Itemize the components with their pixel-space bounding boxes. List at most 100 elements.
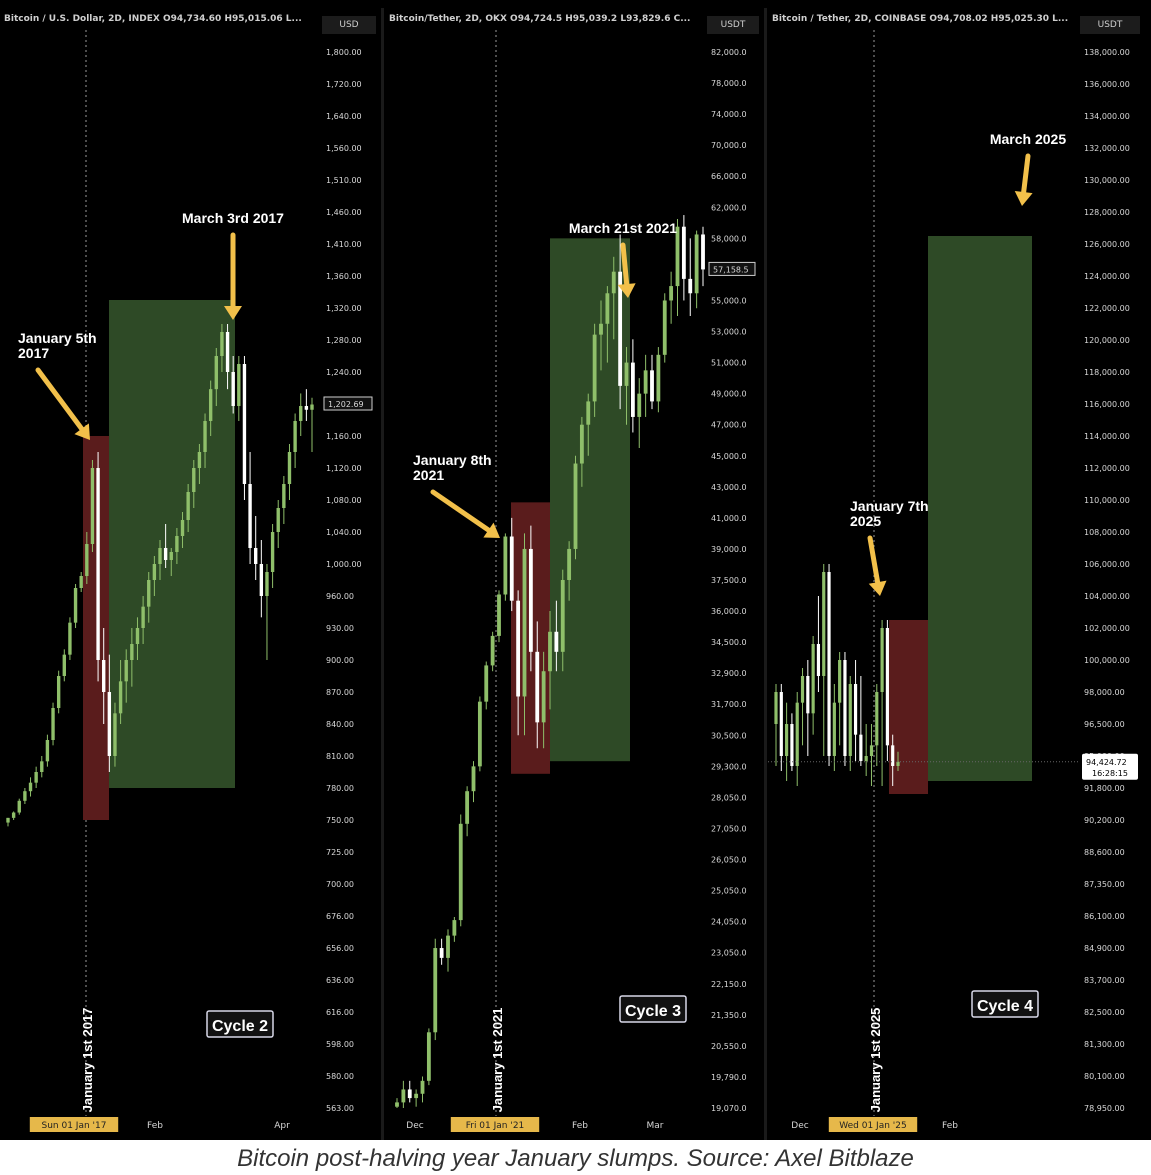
y-tick-label: 120,000.00 [1084,336,1130,345]
candle-body [254,548,258,564]
y-tick-label: 32,900.0 [711,669,747,678]
candle-body [694,234,699,294]
january-1st-label: January 1st 2025 [868,1008,883,1113]
y-tick-label: 108,000.00 [1084,528,1130,537]
y-tick-label: 96,500.00 [1084,720,1125,729]
candle-body [270,532,275,572]
cycle-label-box [619,995,687,1023]
figure-caption: Bitcoin post-halving year January slumps… [237,1145,914,1172]
y-tick-label: 87,350.00 [1084,880,1125,889]
candle-body [124,660,128,682]
y-tick-label: 78,950.00 [1084,1104,1125,1113]
candle-body [225,332,230,372]
y-tick-label: 36,000.0 [711,607,747,616]
candle-body [282,484,286,508]
y-tick-label: 27,050.0 [711,824,747,833]
y-tick-label: 1,280.00 [326,336,362,345]
y-tick-label: 41,000.0 [711,514,747,523]
candle-body [586,401,591,425]
candle-body [299,406,303,422]
y-tick-label: 26,050.0 [711,856,747,865]
y-tick-label: 78,000.0 [711,79,747,88]
y-tick-label: 80,100.00 [1084,1072,1125,1081]
candle-body [237,364,241,407]
candle-body [220,332,224,356]
candle-body [169,552,173,560]
figure: Bitcoin / U.S. Dollar, 2D, INDEX O94,734… [0,0,1151,1140]
last-price-label: 57,158.5 [713,265,749,274]
candle-body [102,660,106,692]
y-tick-label: 58,000.0 [711,234,747,243]
candle-body [822,572,826,676]
y-tick-label: 19,790.0 [711,1073,747,1082]
candle-body [56,676,61,708]
y-tick-label: 30,500.0 [711,731,747,740]
candle-body [395,1102,399,1107]
candle-body [135,628,140,644]
candle-body [880,628,884,692]
candle-body [567,548,572,580]
candle-body [843,660,847,756]
cycle-label-box [971,990,1039,1018]
y-tick-label: 1,360.00 [326,272,362,281]
y-tick-label: 114,000.00 [1084,432,1130,441]
x-date-badge [828,1117,918,1132]
last-price-label: 94,424.72 [1086,758,1127,767]
candle-body [827,572,831,756]
january-1st-label: January 1st 2017 [80,1008,95,1113]
y-tick-label: 43,000.0 [711,483,747,492]
cycle-label: Cycle 4 [977,998,1033,1015]
candle-body [113,713,117,756]
candle-body [832,702,836,756]
candle-body [465,791,470,824]
y-tick-label: 82,500.00 [1084,1008,1125,1017]
candle-body [85,544,89,576]
y-tick-label: 930.00 [326,624,354,633]
arrow-head [74,423,90,440]
y-tick-label: 138,000.00 [1084,48,1130,57]
candle-body [192,468,196,492]
annotation-january: January 8th 2021 [413,452,492,483]
y-tick-label: 1,460.00 [326,208,362,217]
y-tick-label: 70,000.0 [711,141,747,150]
candle-body [484,665,489,702]
candle-body [287,452,292,484]
y-tick-label: 676.00 [326,912,354,921]
candle-body [34,772,38,783]
y-tick-label: 1,720.00 [326,80,362,89]
chart-svg: 1,800.00 1,720.00 1,640.00 1,560.00 1,510.00… [6,30,373,1132]
y-tick-label: 23,050.0 [711,949,747,958]
y-tick-label: 1,800.00 [326,48,362,57]
y-tick-label: 598.00 [326,1040,354,1049]
candle-body [611,271,616,294]
candle-body [869,745,874,756]
chart-header: Bitcoin/Tether, 2D, OKX O94,724.5 H95,03… [389,14,691,24]
y-tick-label: 700.00 [326,880,354,889]
last-price-badge [708,261,756,276]
candle-body [816,644,821,676]
last-price-badge [1082,753,1138,780]
y-tick-label: 1,640.00 [326,112,362,121]
candle-body [497,594,501,636]
candle-body [800,676,805,703]
arrow-shaft [620,242,630,287]
x-tick-label: Dec [791,1121,808,1131]
y-tick-label: 112,000.00 [1084,464,1130,473]
y-tick-label: 1,120.00 [326,464,362,473]
y-tick-label: 20,550.0 [711,1042,747,1051]
candle-body [864,756,868,761]
candle-body [806,676,810,714]
candle-body [208,389,213,422]
y-tick-label: 74,000.0 [711,110,747,119]
candle-body [401,1089,406,1103]
chart-header: Bitcoin / Tether, 2D, COINBASE O94,708.0… [772,14,1069,24]
candle-body [637,393,642,417]
candle-body [509,536,514,601]
annotation-march: March 21st 2021 [569,220,677,236]
candle-body [310,404,314,410]
y-tick-label: 39,000.0 [711,545,747,554]
x-tick-label: Sun 01 Jan '17 [42,1121,107,1131]
y-tick-label: 82,000.0 [711,48,747,57]
candle-body [68,622,72,655]
candle-body [158,548,162,564]
